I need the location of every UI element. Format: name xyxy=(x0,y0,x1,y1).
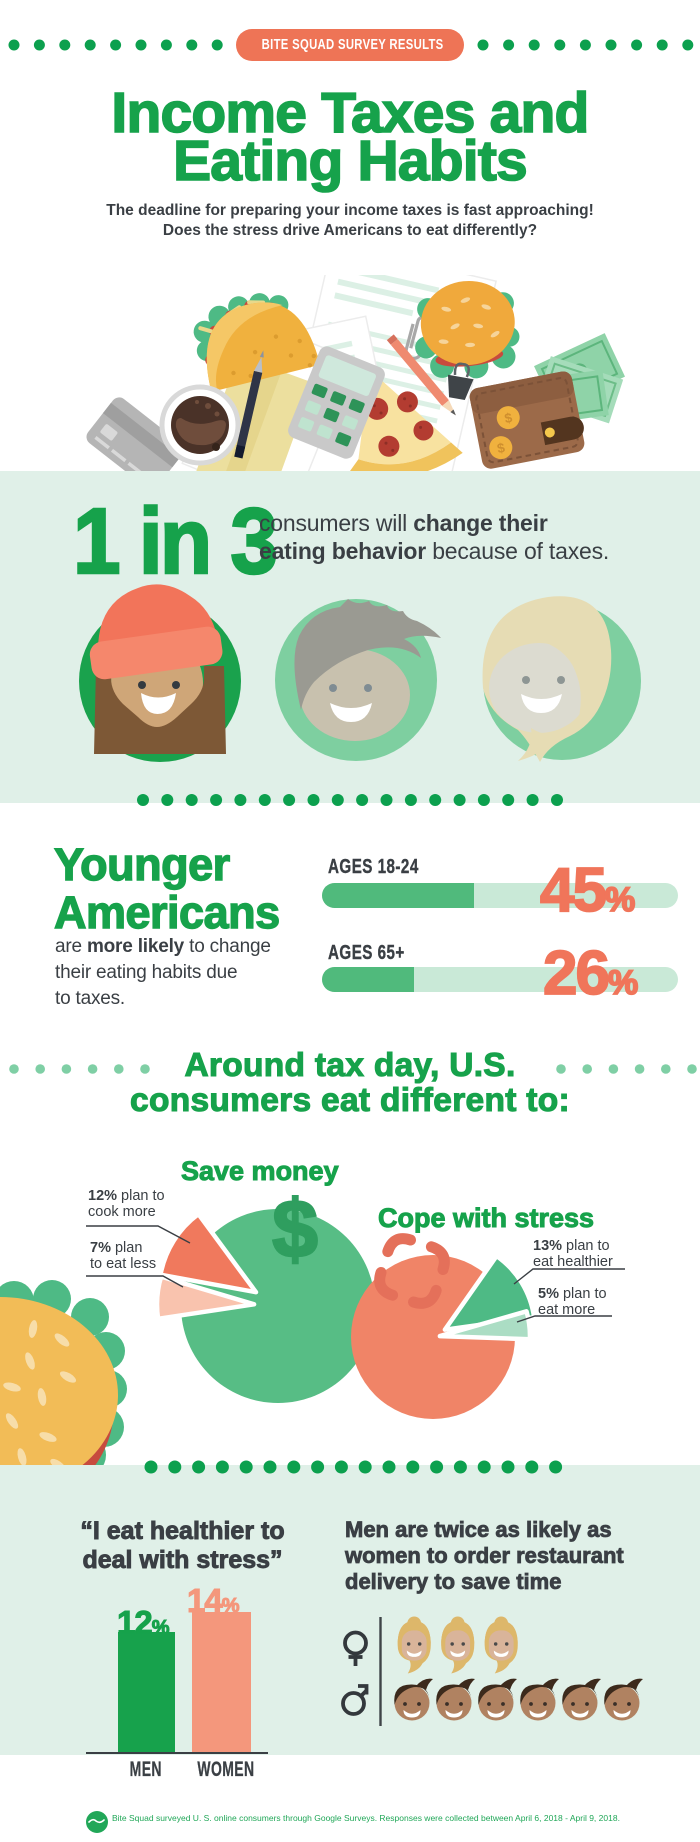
svg-text:$: $ xyxy=(272,1184,318,1275)
svg-text:$: $ xyxy=(496,440,507,456)
svg-text:$: $ xyxy=(503,410,514,426)
